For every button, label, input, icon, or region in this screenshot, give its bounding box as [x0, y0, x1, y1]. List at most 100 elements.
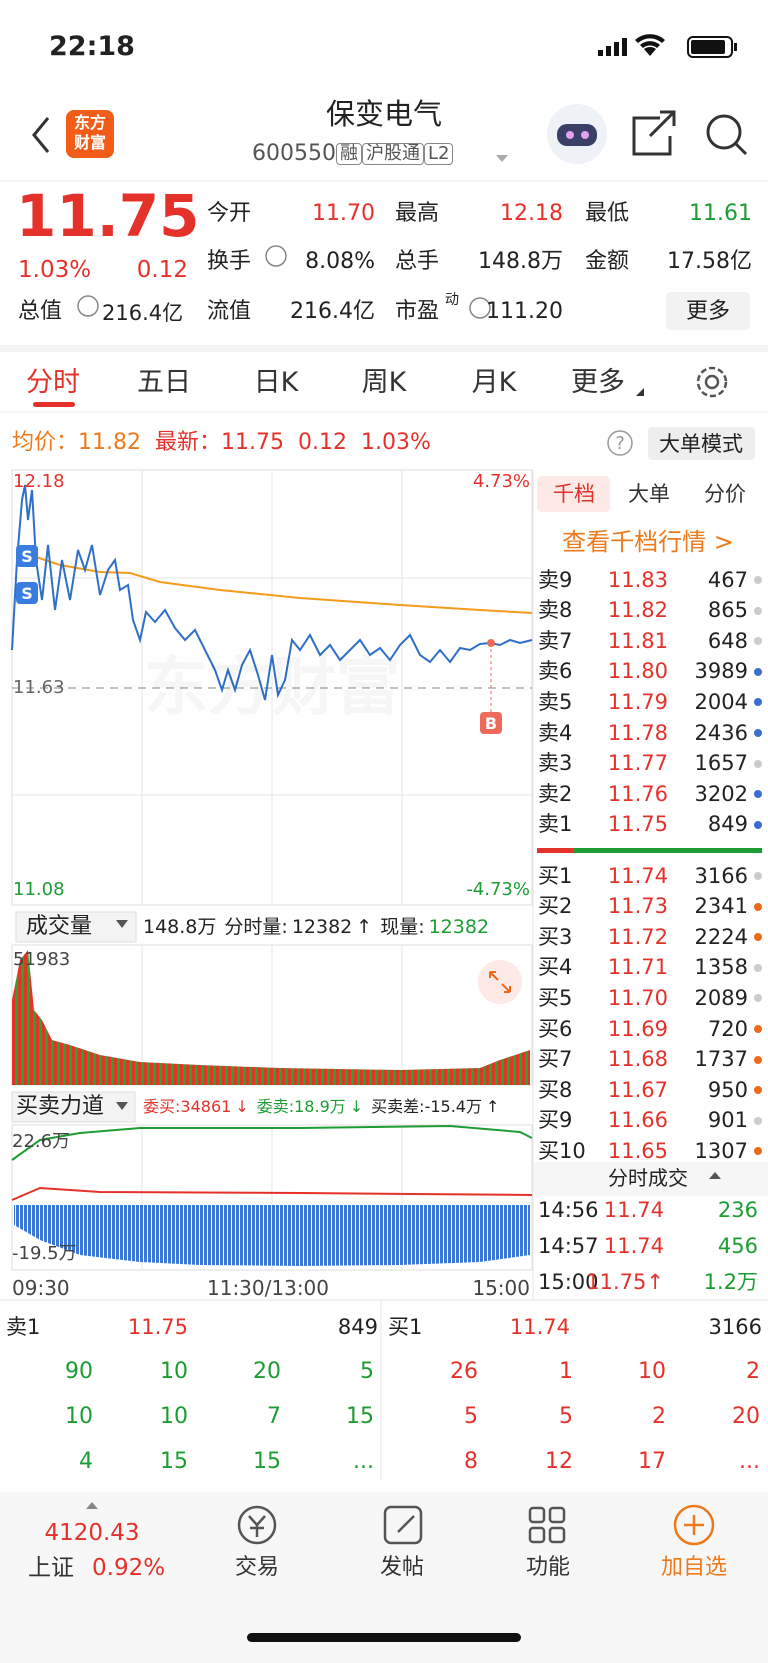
back-icon[interactable] — [32, 117, 50, 153]
stock-name: 保变电气 — [325, 96, 443, 131]
order-size: 1 — [559, 1359, 573, 1384]
depth-link[interactable]: 查看千档行情 > — [562, 528, 734, 556]
depth-label: 卖5 — [538, 689, 573, 714]
tab[interactable]: 周K — [361, 366, 407, 398]
depth-price: 11.83 — [607, 567, 668, 592]
stat-value: 12.18 — [500, 201, 563, 226]
stat-label: 流值 — [207, 299, 252, 324]
tab[interactable]: 五日 — [137, 366, 191, 398]
order-size: 5 — [464, 1404, 478, 1429]
depth-label: 买2 — [538, 894, 573, 919]
depth-label: 买10 — [538, 1138, 586, 1162]
depth-bar — [573, 848, 762, 853]
mode-button[interactable]: 大单模式 — [659, 431, 743, 456]
index-name[interactable]: 上证 — [28, 1554, 74, 1581]
stat-label: 今开 — [207, 201, 252, 226]
selector[interactable]: 买卖力道 — [16, 1094, 105, 1119]
trade-time: 15:00 — [538, 1269, 599, 1294]
trade-volume: 236 — [717, 1197, 758, 1222]
search-icon[interactable] — [706, 114, 748, 156]
marker: S — [21, 547, 33, 566]
time-label: 11:30/13:00 — [206, 1276, 330, 1300]
trades-title: 分时成交 — [608, 1166, 688, 1190]
depth-volume: 2224 — [694, 924, 748, 949]
stat-label: 总值 — [18, 299, 63, 324]
depth-volume: 648 — [707, 628, 748, 653]
depth-buy: 买1 11.74 3166 买2 11.73 2341 买3 11.72 2224 买4 11.71… — [534, 860, 768, 1162]
depth-price: 11.66 — [607, 1108, 668, 1133]
depth-label: 卖1 — [538, 812, 573, 837]
tab[interactable]: 更多 — [571, 366, 625, 398]
tab[interactable]: 月K — [471, 366, 517, 398]
order-size: 2 — [652, 1404, 666, 1429]
tab-bg — [537, 476, 610, 512]
order-size: 26 — [450, 1359, 478, 1384]
more-button-bg[interactable] — [666, 292, 750, 330]
order-size: 10 — [65, 1404, 93, 1429]
depth-volume: 720 — [707, 1016, 748, 1041]
share-icon[interactable] — [632, 110, 676, 156]
text: 12382 — [428, 915, 490, 938]
depth-dot — [754, 1147, 762, 1156]
depth-price: 11.67 — [607, 1077, 668, 1102]
depth-volume: 901 — [707, 1108, 748, 1133]
order-size: 20 — [253, 1359, 281, 1384]
nav-item[interactable]: 交易 — [234, 1555, 280, 1580]
info-icons — [77, 245, 491, 319]
volume-info: 148.8万 分时量: 12382 ↑ 现量: 12382 — [143, 915, 490, 938]
text: 148.8万 — [143, 915, 217, 938]
selector-bg[interactable] — [11, 1091, 136, 1123]
order-size: 2 — [746, 1359, 760, 1384]
depth-price: 11.75 — [607, 812, 668, 837]
more-button[interactable]: 更多 — [685, 299, 731, 324]
depth-dot — [754, 902, 762, 911]
help-icon[interactable] — [607, 430, 633, 456]
index-change[interactable]: 0.92% — [92, 1554, 166, 1581]
nav-item[interactable]: 功能 — [525, 1555, 571, 1580]
stat-label: 市盈 — [395, 299, 440, 324]
depth-tab[interactable]: 大单 — [628, 481, 670, 506]
depth-tab[interactable]: 千档 — [553, 481, 595, 506]
tab[interactable]: 日K — [253, 366, 299, 398]
stat-sup: 动 — [445, 292, 459, 308]
text: 委买: — [143, 1097, 181, 1116]
depth-label: 买3 — [538, 924, 573, 949]
index-value[interactable]: 4120.43 — [44, 1519, 140, 1546]
axis-label: 11.08 — [13, 879, 65, 900]
depth-volume: 2436 — [694, 720, 748, 745]
text: 买卖差: — [371, 1097, 425, 1116]
tab[interactable]: 分时 — [26, 366, 80, 398]
depth-price: 11.80 — [607, 659, 668, 684]
depth-label: 卖8 — [538, 598, 573, 623]
divider — [0, 345, 768, 352]
order-size: 15 — [160, 1449, 188, 1474]
nav-item[interactable]: 加自选 — [660, 1555, 728, 1580]
dropdown-icon[interactable] — [496, 155, 508, 162]
depth-label: 买4 — [538, 955, 573, 980]
nav-item[interactable]: 发帖 — [379, 1555, 425, 1580]
stat-value: 148.8万 — [478, 249, 563, 274]
depth-dot — [754, 729, 762, 737]
trade-volume: 456 — [717, 1233, 758, 1258]
selector[interactable]: 成交量 — [26, 914, 93, 939]
stat-value: 11.70 — [312, 201, 375, 226]
trade-price: 11.75↑ — [586, 1269, 664, 1294]
depth-price: 11.76 — [607, 781, 668, 806]
robot-icon[interactable] — [547, 104, 607, 164]
depth-dot — [754, 963, 762, 972]
depth-tab[interactable]: 分价 — [704, 481, 746, 506]
depth-label: 买1 — [538, 863, 573, 888]
order-size: 8 — [464, 1449, 478, 1474]
mode-button-bg[interactable] — [648, 427, 755, 460]
stat-label: 换手 — [207, 249, 252, 274]
selector-bg[interactable] — [15, 911, 137, 943]
depth-label: 卖7 — [538, 628, 573, 653]
help[interactable]: ? — [615, 433, 625, 454]
depth-volume: 3166 — [694, 863, 748, 888]
order-size: 10 — [638, 1359, 666, 1384]
depth-dot — [754, 820, 762, 829]
trade-volume: 1.2万 — [703, 1269, 758, 1294]
depth-volume: 2004 — [694, 689, 748, 714]
settings-icon[interactable] — [696, 366, 728, 398]
